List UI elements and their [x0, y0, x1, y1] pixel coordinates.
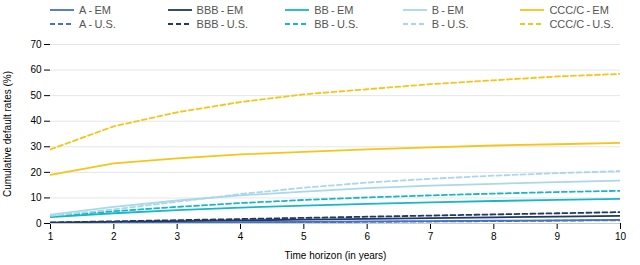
svg-text:6: 6	[364, 231, 370, 242]
svg-text:30: 30	[30, 141, 42, 152]
html-text:B - U.S.: B - U.S.	[431, 18, 469, 30]
html-text:BB - U.S.: BB - U.S.	[314, 18, 359, 30]
svg-text:10: 10	[30, 192, 42, 203]
svg-text:9: 9	[554, 231, 560, 242]
svg-text:7: 7	[428, 231, 434, 242]
svg-text:5: 5	[301, 231, 307, 242]
html-text:BB - EM: BB - EM	[314, 4, 354, 16]
svg-text:50: 50	[30, 90, 42, 101]
svg-text:4: 4	[238, 231, 244, 242]
html-text:BBB - U.S.: BBB - U.S.	[196, 18, 249, 30]
svg-text:3: 3	[174, 231, 180, 242]
html-text:CCC/C - U.S.: CCC/C - U.S.	[549, 18, 614, 30]
svg-text:1: 1	[48, 231, 54, 242]
svg-text:60: 60	[30, 64, 42, 75]
svg-text:20: 20	[30, 167, 42, 178]
html-text:CCC/C - EM: CCC/C - EM	[549, 4, 609, 16]
svg-text:2: 2	[111, 231, 117, 242]
html-text:A - EM: A - EM	[79, 4, 111, 16]
svg-text:10: 10	[615, 231, 627, 242]
svg-text:0: 0	[36, 218, 42, 229]
svg-text:70: 70	[30, 39, 42, 50]
svg-text:Cumulative default rates (%): Cumulative default rates (%)	[2, 71, 13, 197]
svg-text:40: 40	[30, 115, 42, 126]
svg-text:Time horizon (in years): Time horizon (in years)	[285, 250, 387, 261]
html-text:B - EM: B - EM	[431, 4, 464, 16]
html-text:BBB - EM: BBB - EM	[196, 4, 244, 16]
html-text:A - U.S.: A - U.S.	[79, 18, 116, 30]
svg-text:8: 8	[491, 231, 497, 242]
